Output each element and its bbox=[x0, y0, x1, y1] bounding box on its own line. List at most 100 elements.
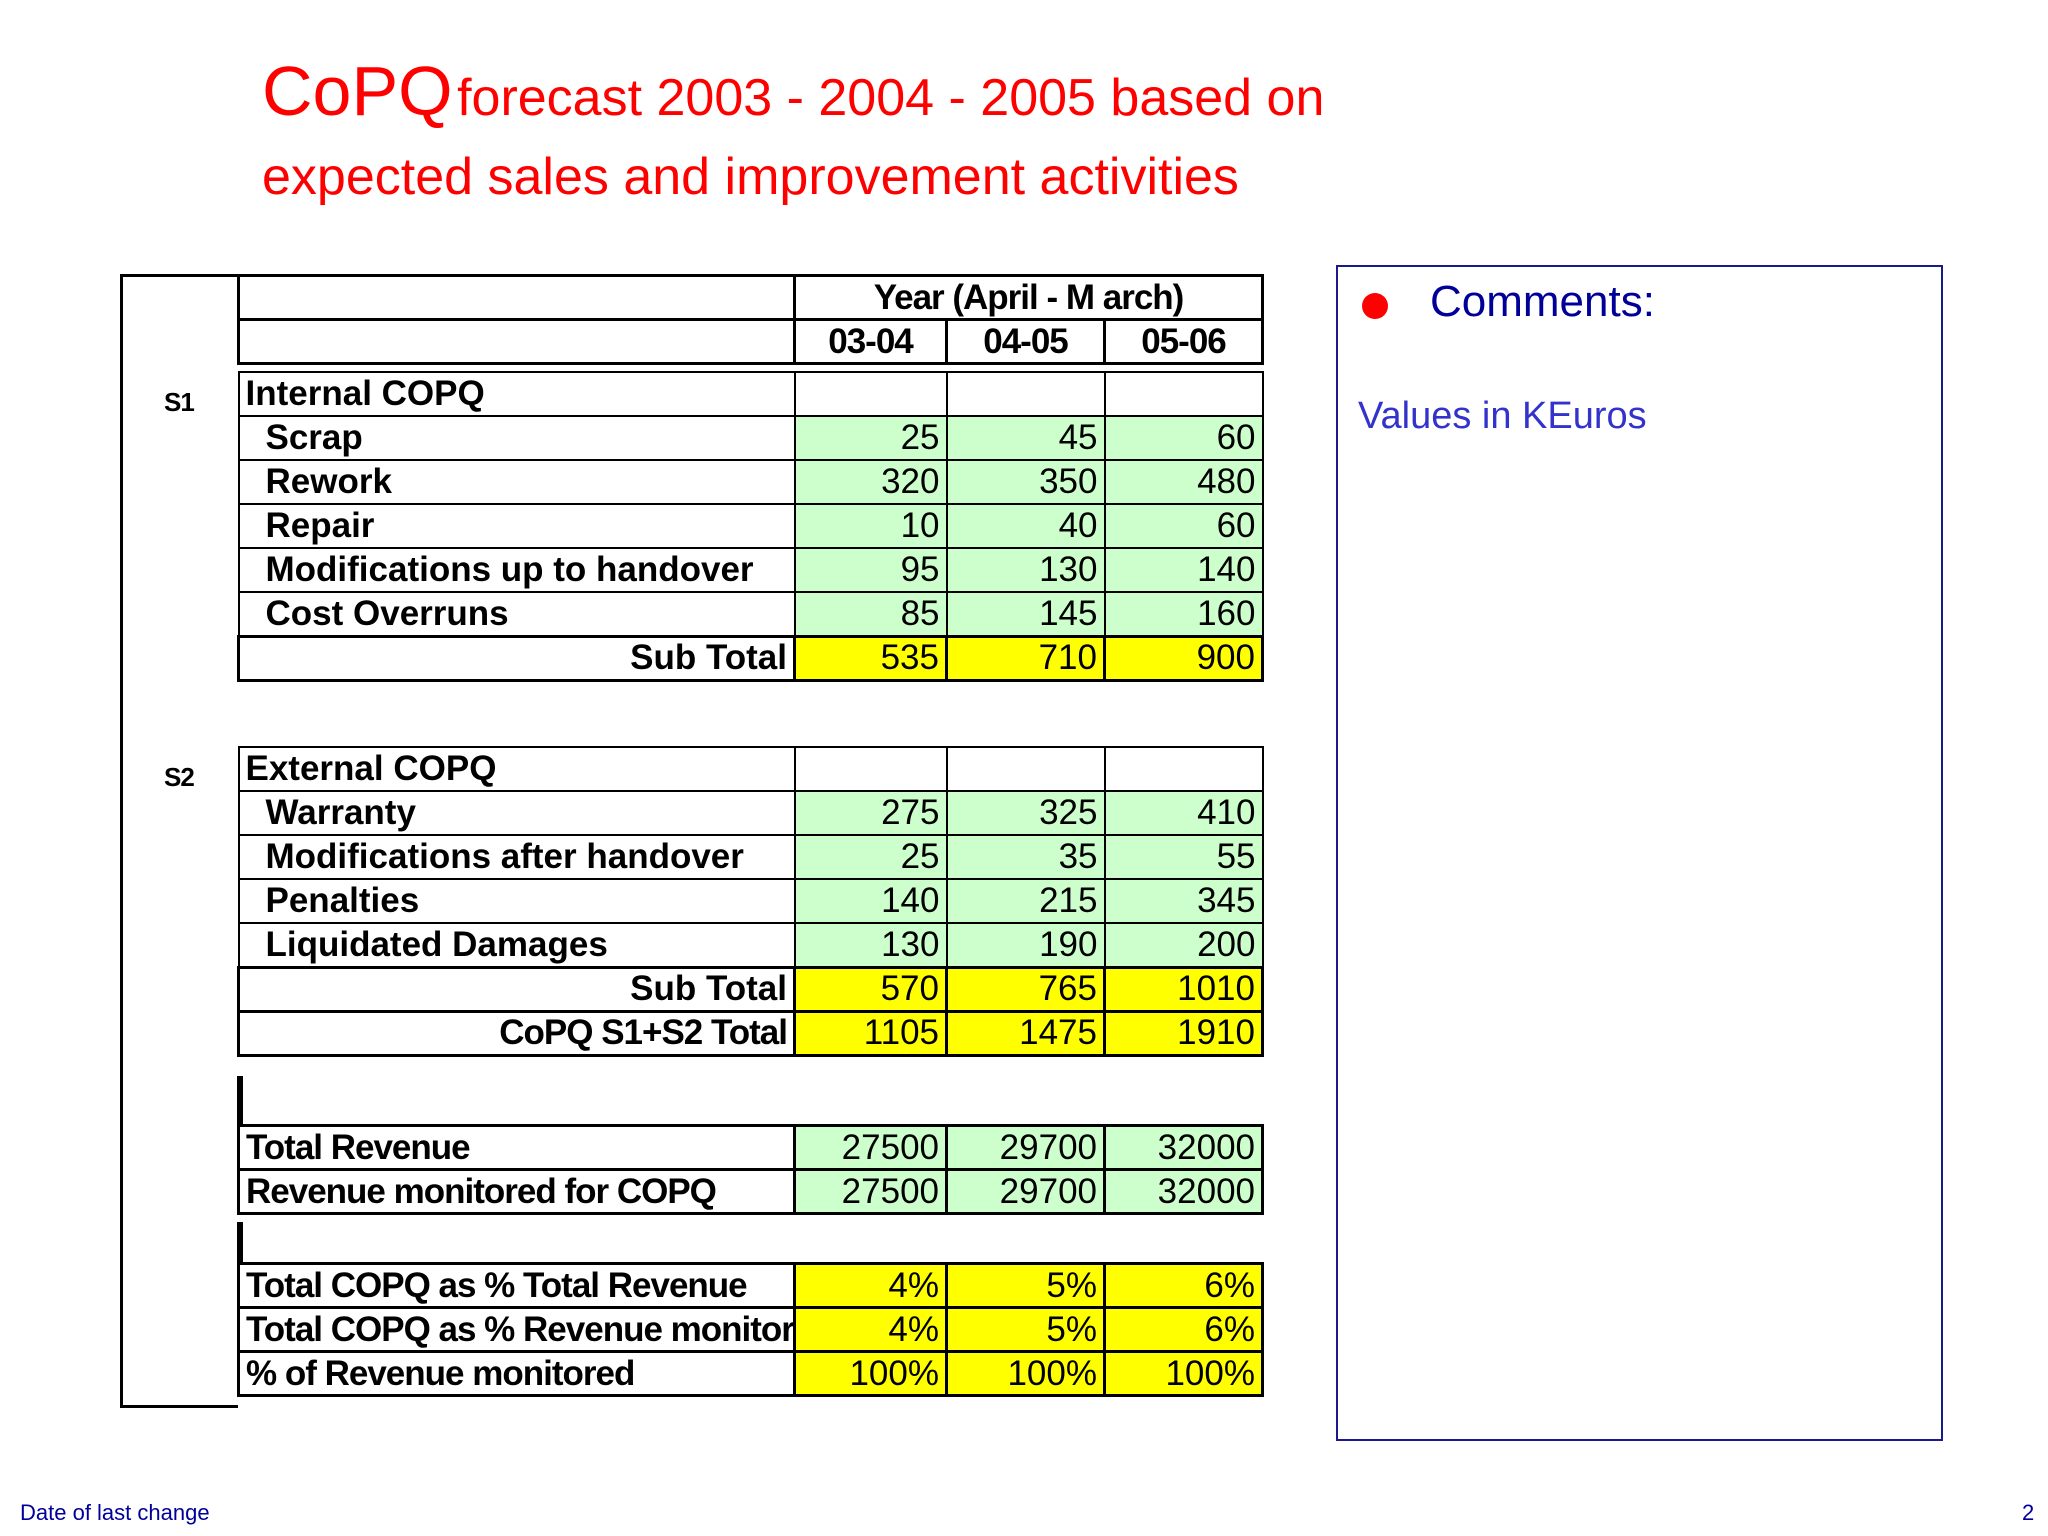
table-row: Scrap 25 45 60 bbox=[237, 415, 1264, 461]
footer-date-label: Date of last change bbox=[20, 1500, 210, 1525]
bullet-icon bbox=[1362, 293, 1388, 319]
comments-box: Comments: Values in KEuros bbox=[1336, 265, 1943, 1441]
row-label: Warranty bbox=[237, 790, 796, 836]
table-row: Warranty 275 325 410 bbox=[237, 790, 1264, 836]
year-label: Year (April - M arch) bbox=[792, 274, 1265, 321]
value-cell: 100% bbox=[945, 1350, 1106, 1397]
title-copq: CoPQ bbox=[262, 52, 453, 130]
slide-title: CoPQ forecast 2003 - 2004 - 2005 based o… bbox=[262, 56, 1325, 210]
value-cell: 215 bbox=[945, 878, 1106, 924]
external-copq-heading: External COPQ bbox=[237, 746, 796, 792]
row-label: Penalties bbox=[237, 878, 796, 924]
internal-copq-table: Internal COPQ Scrap 25 45 60 Rework 320 … bbox=[237, 371, 1264, 682]
table-row: Rework 320 350 480 bbox=[237, 459, 1264, 505]
row-label: Rework bbox=[237, 459, 796, 505]
value-cell: 32000 bbox=[1103, 1124, 1264, 1171]
value-cell: 29700 bbox=[945, 1168, 1106, 1215]
table-row: Revenue monitored for COPQ 27500 29700 3… bbox=[237, 1168, 1264, 1215]
row-label: Revenue monitored for COPQ bbox=[237, 1168, 796, 1215]
value-cell: 40 bbox=[945, 503, 1106, 549]
grand-total-value: 1910 bbox=[1103, 1009, 1264, 1057]
table-row: Repair 10 40 60 bbox=[237, 503, 1264, 549]
row-label: Scrap bbox=[237, 415, 796, 461]
value-cell: 4% bbox=[793, 1306, 948, 1353]
header-blank bbox=[237, 274, 796, 321]
value-cell: 29700 bbox=[945, 1124, 1106, 1171]
value-cell: 10 bbox=[793, 503, 948, 549]
internal-copq-heading: Internal COPQ bbox=[237, 371, 796, 417]
year-col-2: 04-05 bbox=[945, 318, 1106, 365]
empty-cell bbox=[1103, 371, 1264, 417]
row-label: Repair bbox=[237, 503, 796, 549]
header-blank-2 bbox=[237, 318, 796, 365]
row-label: Modifications up to handover bbox=[237, 547, 796, 593]
title-line1: forecast 2003 - 2004 - 2005 based on bbox=[457, 69, 1325, 127]
value-cell: 190 bbox=[945, 922, 1106, 968]
row-label: Total COPQ as % Total Revenue bbox=[237, 1262, 796, 1309]
subtotal-value: 1010 bbox=[1103, 965, 1264, 1013]
value-cell: 130 bbox=[945, 547, 1106, 593]
value-cell: 4% bbox=[793, 1262, 948, 1309]
value-cell: 35 bbox=[945, 834, 1106, 880]
subtotal-value: 765 bbox=[945, 965, 1106, 1013]
grand-total-value: 1475 bbox=[945, 1009, 1106, 1057]
value-cell: 55 bbox=[1103, 834, 1264, 880]
value-cell: 25 bbox=[793, 834, 948, 880]
page-number: 2 bbox=[2022, 1500, 2035, 1525]
table-row: External COPQ bbox=[237, 746, 1264, 792]
value-cell: 275 bbox=[793, 790, 948, 836]
spacer-border bbox=[237, 1076, 243, 1124]
value-cell: 60 bbox=[1103, 503, 1264, 549]
row-label: Total COPQ as % Revenue monitored bbox=[237, 1306, 796, 1353]
value-cell: 140 bbox=[793, 878, 948, 924]
value-cell: 140 bbox=[1103, 547, 1264, 593]
ratios-table: Total COPQ as % Total Revenue 4% 5% 6% T… bbox=[237, 1262, 1264, 1397]
empty-cell bbox=[1103, 746, 1264, 792]
table-row: Modifications up to handover 95 130 140 bbox=[237, 547, 1264, 593]
value-cell: 27500 bbox=[793, 1124, 948, 1171]
s1-tag: S1 bbox=[164, 387, 195, 417]
grand-total-row: CoPQ S1+S2 Total 1105 1475 1910 bbox=[237, 1009, 1264, 1057]
subtotal-row: Sub Total 570 765 1010 bbox=[237, 965, 1264, 1013]
value-cell: 85 bbox=[793, 591, 948, 637]
table-row: Penalties 140 215 345 bbox=[237, 878, 1264, 924]
row-label: Modifications after handover bbox=[237, 834, 796, 880]
subtotal-label: Sub Total bbox=[237, 965, 796, 1013]
value-cell: 6% bbox=[1103, 1262, 1264, 1309]
comments-note: Values in KEuros bbox=[1358, 395, 1647, 437]
empty-cell bbox=[945, 371, 1106, 417]
table-row: Internal COPQ bbox=[237, 371, 1264, 417]
value-cell: 350 bbox=[945, 459, 1106, 505]
value-cell: 5% bbox=[945, 1262, 1106, 1309]
table-row: Modifications after handover 25 35 55 bbox=[237, 834, 1264, 880]
value-cell: 6% bbox=[1103, 1306, 1264, 1353]
value-cell: 130 bbox=[793, 922, 948, 968]
section-label-column bbox=[120, 274, 238, 1408]
row-label: Cost Overruns bbox=[237, 591, 796, 637]
year-col-3: 05-06 bbox=[1102, 318, 1265, 365]
table-row: Cost Overruns 85 145 160 bbox=[237, 591, 1264, 637]
title-line2: expected sales and improvement activitie… bbox=[262, 148, 1239, 206]
table-row: % of Revenue monitored 100% 100% 100% bbox=[237, 1350, 1264, 1397]
subtotal-value: 570 bbox=[793, 965, 948, 1013]
table-row: Total Revenue 27500 29700 32000 bbox=[237, 1124, 1264, 1171]
spacer-border bbox=[237, 1222, 243, 1262]
row-label: Liquidated Damages bbox=[237, 922, 796, 968]
subtotal-value: 535 bbox=[793, 634, 948, 682]
row-label: % of Revenue monitored bbox=[237, 1350, 796, 1397]
table-row: Liquidated Damages 130 190 200 bbox=[237, 922, 1264, 968]
grand-total-value: 1105 bbox=[793, 1009, 948, 1057]
table-row: Total COPQ as % Revenue monitored 4% 5% … bbox=[237, 1306, 1264, 1353]
value-cell: 480 bbox=[1103, 459, 1264, 505]
subtotal-label: Sub Total bbox=[237, 634, 796, 682]
subtotal-row: Sub Total 535 710 900 bbox=[237, 634, 1264, 682]
value-cell: 200 bbox=[1103, 922, 1264, 968]
subtotal-value: 900 bbox=[1103, 634, 1264, 682]
value-cell: 410 bbox=[1103, 790, 1264, 836]
value-cell: 27500 bbox=[793, 1168, 948, 1215]
value-cell: 60 bbox=[1103, 415, 1264, 461]
value-cell: 100% bbox=[793, 1350, 948, 1397]
value-cell: 45 bbox=[945, 415, 1106, 461]
header-table: Year (April - M arch) 03-04 04-05 05-06 bbox=[237, 274, 1265, 365]
value-cell: 345 bbox=[1103, 878, 1264, 924]
